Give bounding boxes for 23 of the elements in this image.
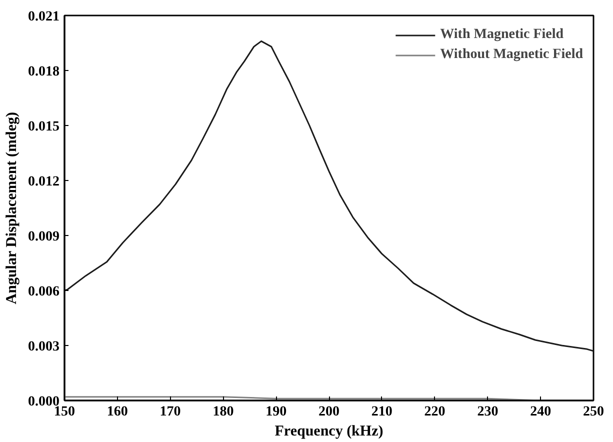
y-tick-label: 0.018: [28, 64, 60, 80]
y-tick-label: 0.021: [28, 10, 60, 24]
x-tick-label: 250: [583, 404, 604, 420]
x-tick-label: 190: [266, 404, 287, 420]
x-tick-label: 240: [530, 404, 552, 420]
legend-label: With Magnetic Field: [440, 27, 564, 43]
x-tick-label: 160: [106, 404, 128, 420]
y-tick-label: 0.009: [28, 230, 60, 244]
x-tick-label: 220: [424, 404, 446, 420]
y-tick-label: 0.012: [28, 174, 60, 190]
y-tick-label: 0.015: [28, 120, 60, 134]
line-series: [64, 40, 594, 352]
y-tick-label: 0.003: [28, 340, 60, 354]
x-tick-label: 150: [54, 404, 75, 420]
x-tick-label: 170: [160, 404, 181, 420]
legend-label: Without Magnetic Field: [440, 47, 583, 63]
x-tick-label: 230: [477, 404, 498, 420]
x-tick-label: 200: [318, 404, 340, 420]
x-tick-label: 180: [212, 404, 234, 420]
x-axis-title: Frequency (kHz): [274, 424, 384, 440]
y-axis-title: Angular Displacement (mdeg): [4, 112, 20, 304]
x-tick-label: 210: [371, 404, 392, 420]
y-tick-label: 0.006: [28, 284, 60, 300]
